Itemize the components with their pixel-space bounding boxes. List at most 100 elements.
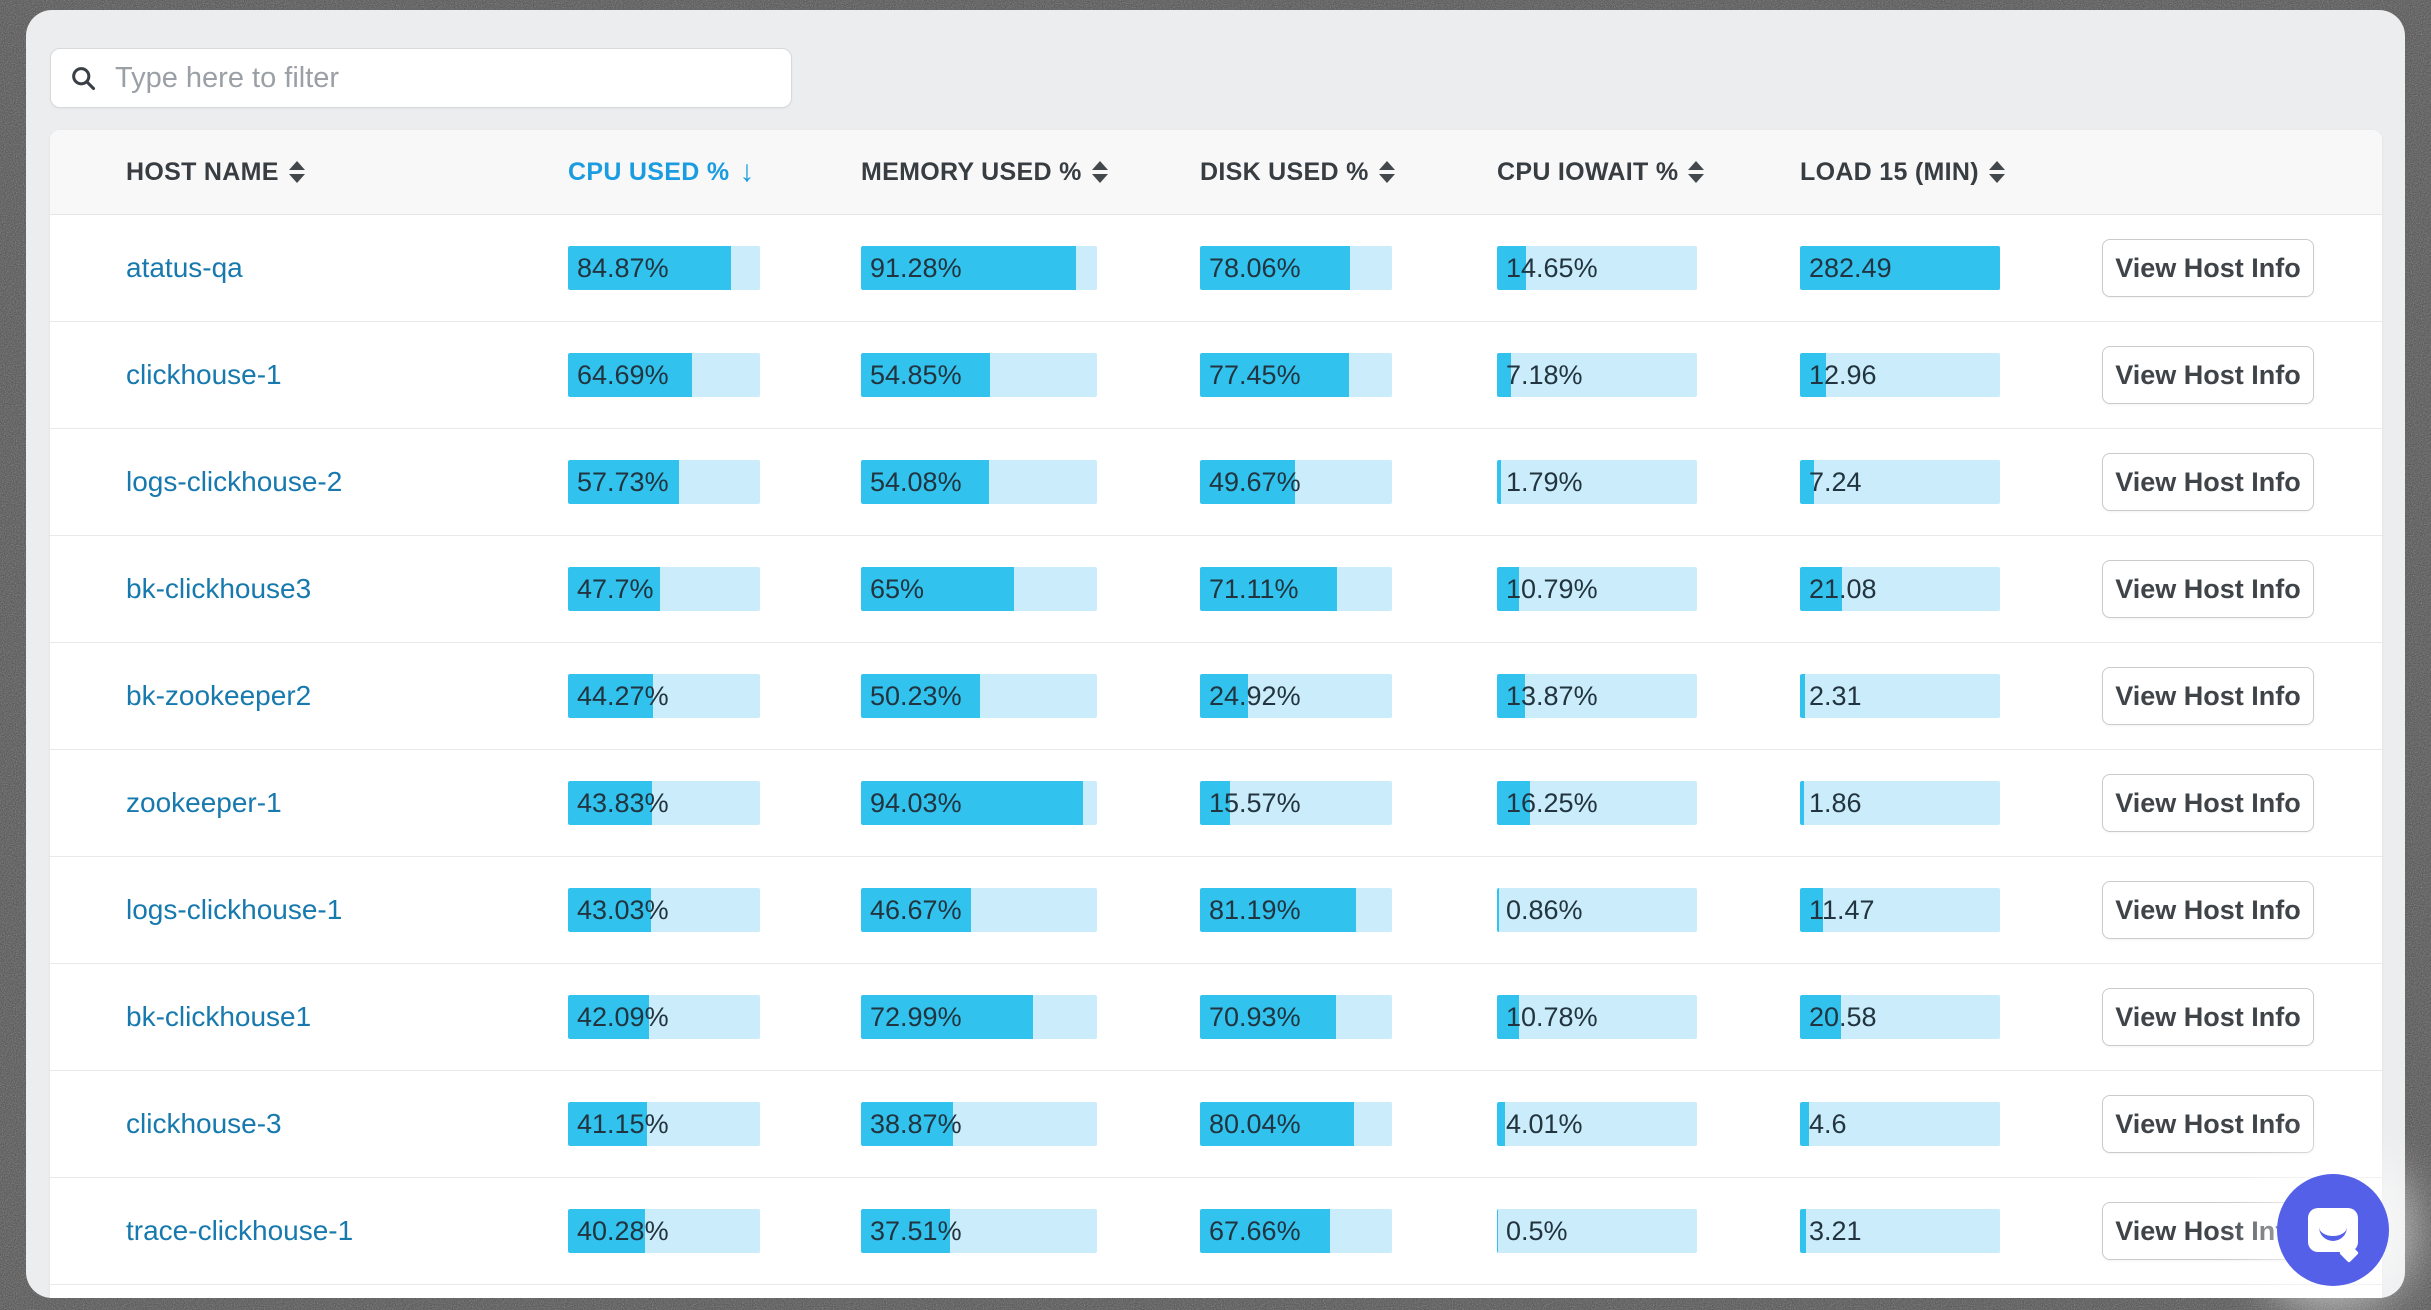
column-header-memory-used[interactable]: MEMORY USED % <box>861 130 1108 214</box>
load15-usage-bar: 11.47 <box>1800 888 2000 932</box>
cpu-usage-bar: 64.69% <box>568 353 760 397</box>
column-header-cpu-iowait[interactable]: CPU IOWAIT % <box>1497 130 1705 214</box>
iowait-usage-bar: 14.65% <box>1497 246 1697 290</box>
column-header-disk-used[interactable]: DISK USED % <box>1200 130 1395 214</box>
disk-usage-bar-fill <box>1200 246 1350 290</box>
view-host-info-button[interactable]: View Host Info <box>2102 453 2314 511</box>
iowait-usage-value: 7.18% <box>1506 359 1583 390</box>
table-row: clickhouse-3 41.15% 38.87% 80.04% 4.01% 4.6 Vi… <box>50 1071 2382 1178</box>
disk-usage-value: 15.57% <box>1209 787 1301 818</box>
iowait-usage-bar-fill <box>1497 995 1519 1039</box>
cpu-usage-value: 44.27% <box>577 680 669 711</box>
host-link[interactable]: bk-zookeeper2 <box>126 680 312 711</box>
cpu-usage-bar: 57.73% <box>568 460 760 504</box>
iowait-usage-bar: 0.5% <box>1497 1209 1697 1253</box>
mem-usage-value: 72.99% <box>870 1001 962 1032</box>
cpu-usage-value: 40.28% <box>577 1215 669 1246</box>
mem-usage-value: 54.85% <box>870 359 962 390</box>
disk-usage-bar: 81.19% <box>1200 888 1392 932</box>
cpu-usage-bar-fill <box>568 1102 647 1146</box>
column-header-label: CPU IOWAIT % <box>1497 157 1679 186</box>
view-host-info-button[interactable]: View Host Info <box>2102 1095 2314 1153</box>
view-host-info-button[interactable]: View Host Info <box>2102 774 2314 832</box>
iowait-usage-bar-fill <box>1497 674 1525 718</box>
load15-usage-bar-fill <box>1800 674 1805 718</box>
cpu-usage-bar: 42.09% <box>568 995 760 1039</box>
view-host-info-button[interactable]: View Host Info <box>2102 881 2314 939</box>
host-link[interactable]: atatus-qa <box>126 252 243 283</box>
view-host-info-button[interactable]: View Host Info <box>2102 667 2314 725</box>
mem-usage-bar-fill <box>861 567 1015 611</box>
mem-usage-bar: 37.51% <box>861 1209 1097 1253</box>
host-link[interactable]: zookeeper-1 <box>126 787 282 818</box>
disk-usage-bar-fill <box>1200 353 1349 397</box>
table-row: bk-zookeeper2 44.27% 50.23% 24.92% 13.87% 2.3… <box>50 643 2382 750</box>
column-header-label: CPU USED % <box>568 157 730 186</box>
cpu-usage-value: 84.87% <box>577 252 669 283</box>
disk-usage-bar-fill <box>1200 1102 1354 1146</box>
iowait-usage-value: 14.65% <box>1506 252 1598 283</box>
disk-usage-bar-fill <box>1200 674 1248 718</box>
load15-usage-bar-fill <box>1800 781 1804 825</box>
cpu-usage-bar: 43.03% <box>568 888 760 932</box>
iowait-usage-bar: 7.18% <box>1497 353 1697 397</box>
column-header-cpu-used[interactable]: CPU USED % ↓ <box>568 130 755 214</box>
mem-usage-value: 65% <box>870 573 925 604</box>
load15-usage-value: 12.96 <box>1809 359 1877 390</box>
disk-usage-bar: 24.92% <box>1200 674 1392 718</box>
load15-usage-value: 3.21 <box>1809 1215 1862 1246</box>
mem-usage-bar: 38.87% <box>861 1102 1097 1146</box>
host-link[interactable]: clickhouse-1 <box>126 359 282 390</box>
disk-usage-value: 49.67% <box>1209 466 1301 497</box>
cpu-usage-value: 41.15% <box>577 1108 669 1139</box>
chat-launcher-button[interactable] <box>2277 1174 2389 1286</box>
cpu-usage-bar-fill <box>568 567 660 611</box>
column-header-load15[interactable]: LOAD 15 (MIN) <box>1800 130 2005 214</box>
mem-usage-bar-fill <box>861 781 1083 825</box>
cpu-usage-bar-fill <box>568 353 693 397</box>
cpu-usage-value: 47.7% <box>577 573 654 604</box>
table-row: clickhouse-1 64.69% 54.85% 77.45% 7.18% 12.96… <box>50 322 2382 429</box>
iowait-usage-bar-fill <box>1497 1102 1506 1146</box>
host-link[interactable]: trace-clickhouse-1 <box>126 1215 354 1246</box>
filter-box <box>50 48 792 108</box>
iowait-usage-bar: 1.79% <box>1497 460 1697 504</box>
host-link[interactable]: logs-clickhouse-2 <box>126 466 343 497</box>
iowait-usage-bar: 16.25% <box>1497 781 1697 825</box>
host-link[interactable]: bk-clickhouse3 <box>126 573 312 604</box>
sort-icon <box>288 161 305 183</box>
iowait-usage-value: 13.87% <box>1506 680 1598 711</box>
table-header-row: HOST NAME CPU USED % ↓ MEMORY USED % DIS… <box>50 130 2382 215</box>
mem-usage-value: 94.03% <box>870 787 962 818</box>
host-link[interactable]: bk-clickhouse1 <box>126 1001 312 1032</box>
cpu-usage-value: 43.83% <box>577 787 669 818</box>
iowait-usage-value: 4.01% <box>1506 1108 1583 1139</box>
view-host-info-button[interactable]: View Host Info <box>2102 346 2314 404</box>
column-header-label: HOST NAME <box>126 157 279 186</box>
host-link[interactable]: logs-clickhouse-1 <box>126 894 343 925</box>
sort-icon <box>1091 161 1108 183</box>
view-host-info-button[interactable]: View Host Info <box>2102 239 2314 297</box>
mem-usage-value: 50.23% <box>870 680 962 711</box>
iowait-usage-bar-fill <box>1497 246 1527 290</box>
disk-usage-bar: 67.66% <box>1200 1209 1392 1253</box>
view-host-info-button[interactable]: View Host Info <box>2102 988 2314 1046</box>
host-link[interactable]: clickhouse-3 <box>126 1108 282 1139</box>
load15-usage-value: 21.08 <box>1809 573 1877 604</box>
column-header-host-name[interactable]: HOST NAME <box>126 130 305 214</box>
table-row: logs-clickhouse-1 43.03% 46.67% 81.19% 0.86%… <box>50 857 2382 964</box>
filter-input[interactable] <box>113 60 773 96</box>
cpu-usage-bar-fill <box>568 995 649 1039</box>
load15-usage-bar-fill <box>1800 353 1826 397</box>
app-window: HOST NAME CPU USED % ↓ MEMORY USED % DIS… <box>26 10 2405 1298</box>
iowait-usage-bar-fill <box>1497 888 1499 932</box>
disk-usage-bar-fill <box>1200 460 1296 504</box>
view-host-info-button[interactable]: View Host Info <box>2102 560 2314 618</box>
disk-usage-value: 70.93% <box>1209 1001 1301 1032</box>
mem-usage-value: 91.28% <box>870 252 962 283</box>
cpu-usage-bar-fill <box>568 1209 646 1253</box>
load15-usage-bar: 7.24 <box>1800 460 2000 504</box>
load15-usage-bar-fill <box>1800 460 1815 504</box>
mem-usage-bar: 91.28% <box>861 246 1097 290</box>
table-row: trace-clickhouse-1 40.28% 37.51% 67.66% 0.5%… <box>50 1178 2382 1285</box>
